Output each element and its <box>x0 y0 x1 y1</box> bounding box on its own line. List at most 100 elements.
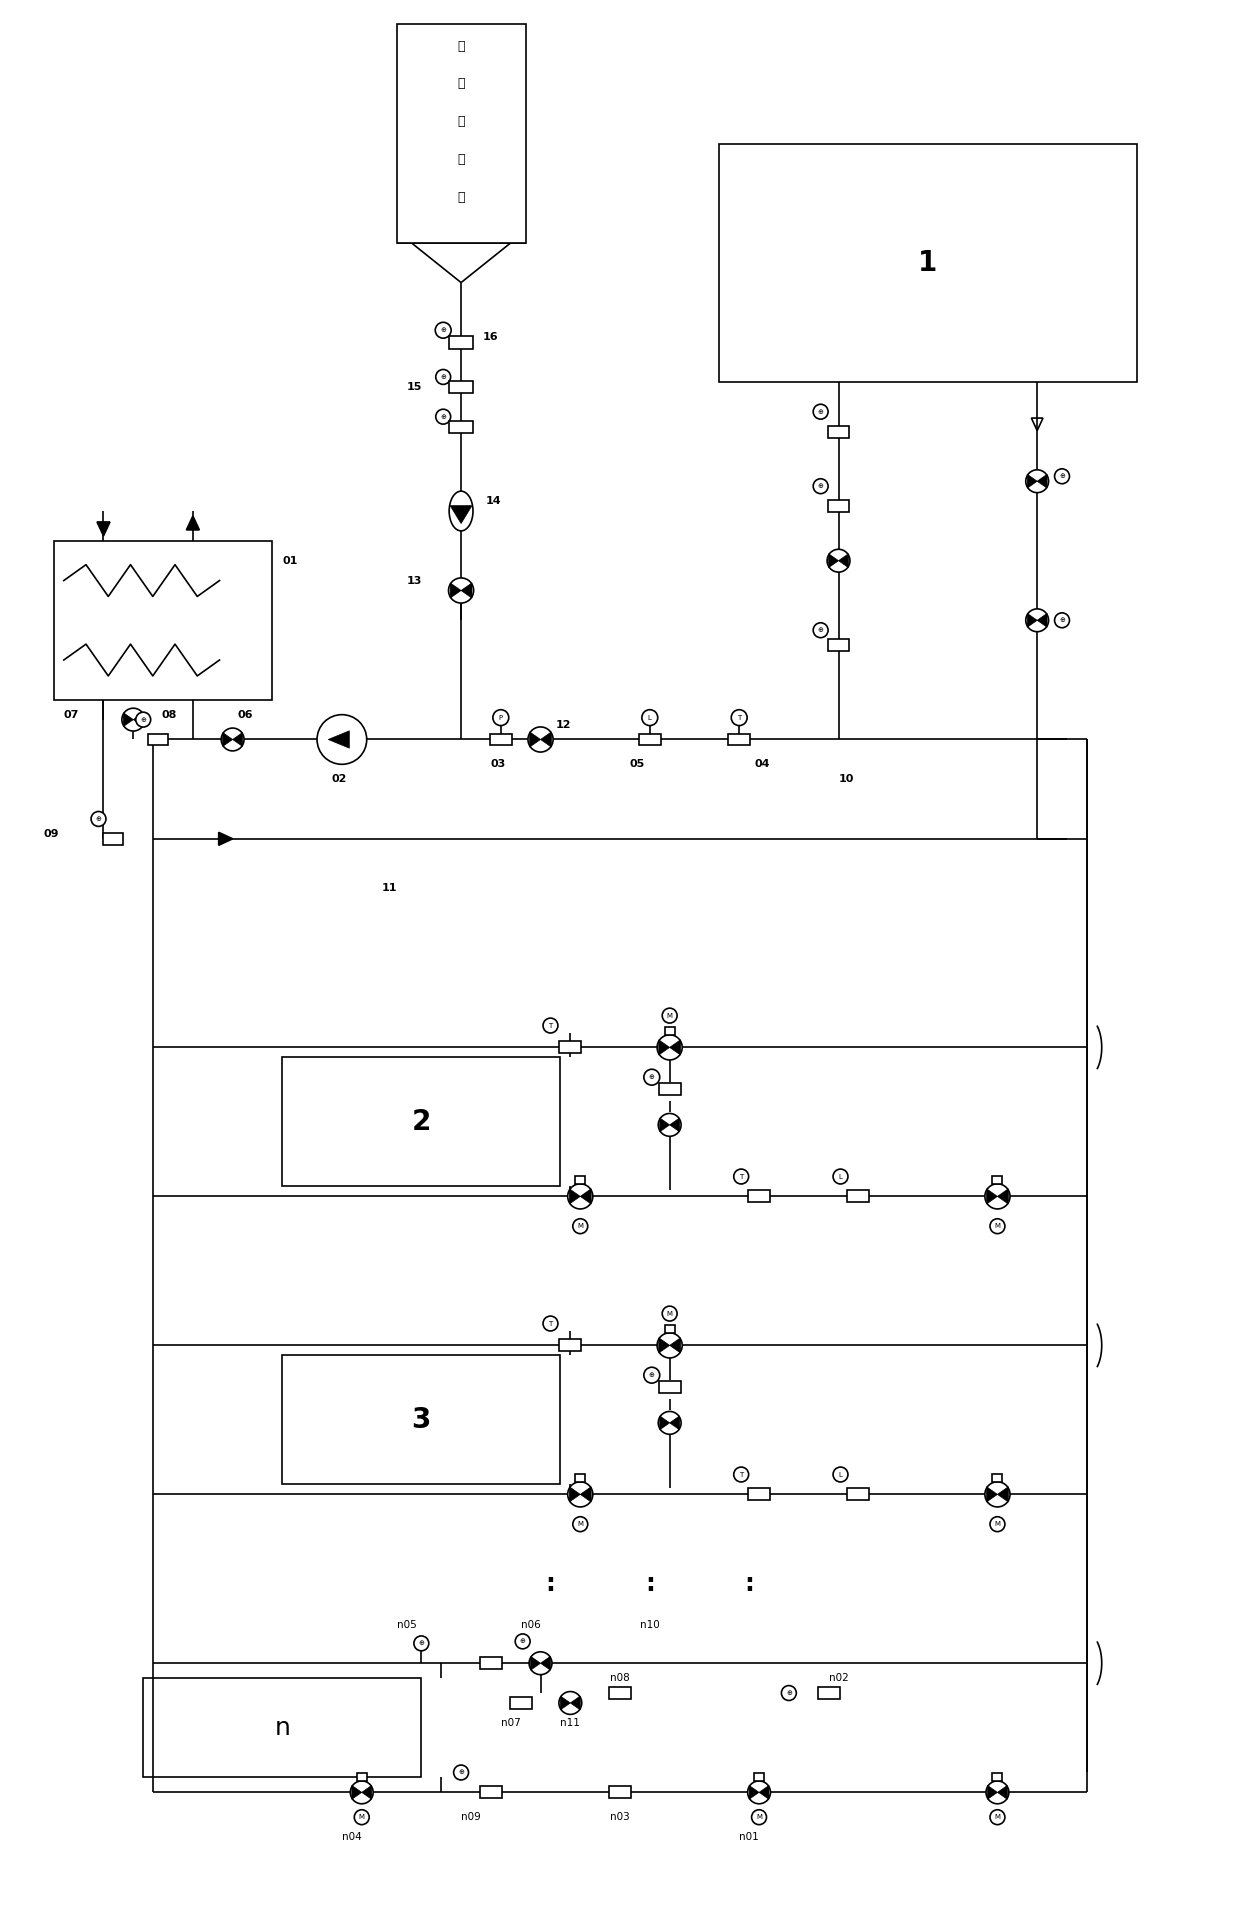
Polygon shape <box>749 1786 759 1799</box>
Circle shape <box>543 1018 558 1034</box>
Polygon shape <box>461 583 472 598</box>
Text: ⊕: ⊕ <box>95 815 102 823</box>
Circle shape <box>1025 608 1049 631</box>
Bar <box>847 1488 869 1500</box>
Bar <box>480 1657 502 1669</box>
Circle shape <box>528 727 553 752</box>
Circle shape <box>435 409 450 424</box>
Bar <box>639 733 661 746</box>
Circle shape <box>734 1467 749 1483</box>
Circle shape <box>492 710 508 725</box>
Circle shape <box>990 1218 1004 1233</box>
Polygon shape <box>541 1657 551 1671</box>
Bar <box>559 1041 582 1053</box>
Text: 15: 15 <box>407 382 422 391</box>
Bar <box>449 382 474 393</box>
Text: ⊕: ⊕ <box>1059 474 1065 480</box>
Polygon shape <box>570 1696 580 1711</box>
Text: 01: 01 <box>283 556 298 566</box>
Text: n01: n01 <box>739 1832 759 1841</box>
Polygon shape <box>560 1696 570 1711</box>
Text: n02: n02 <box>828 1672 848 1684</box>
Bar <box>992 1772 1002 1782</box>
Bar <box>53 541 273 700</box>
Polygon shape <box>670 1337 681 1352</box>
Circle shape <box>751 1811 766 1824</box>
Bar <box>559 1339 582 1352</box>
Circle shape <box>657 1036 682 1061</box>
Text: P: P <box>498 715 503 721</box>
Circle shape <box>658 1114 681 1135</box>
Circle shape <box>454 1765 469 1780</box>
Polygon shape <box>1027 614 1037 627</box>
Circle shape <box>449 577 474 602</box>
Polygon shape <box>660 1118 670 1132</box>
Bar <box>658 1084 681 1095</box>
Circle shape <box>642 710 657 725</box>
Text: 09: 09 <box>43 829 60 838</box>
Polygon shape <box>450 506 472 524</box>
Text: ⊕: ⊕ <box>520 1638 526 1644</box>
Polygon shape <box>569 1189 580 1205</box>
Circle shape <box>1054 614 1069 627</box>
Text: 03: 03 <box>491 760 506 769</box>
Bar <box>665 1026 675 1036</box>
Text: 14: 14 <box>486 497 501 506</box>
Text: M: M <box>994 1814 1001 1820</box>
Text: L: L <box>647 715 652 721</box>
Polygon shape <box>670 1118 680 1132</box>
Polygon shape <box>987 1486 997 1502</box>
Polygon shape <box>569 1486 580 1502</box>
Text: L: L <box>838 1174 842 1180</box>
Text: ⊕: ⊕ <box>817 483 823 489</box>
Text: T: T <box>737 715 742 721</box>
Text: 3: 3 <box>412 1406 432 1435</box>
Polygon shape <box>670 1040 681 1055</box>
Circle shape <box>813 623 828 637</box>
Circle shape <box>122 708 145 731</box>
Text: 07: 07 <box>63 710 79 719</box>
Bar <box>827 639 849 650</box>
Circle shape <box>435 322 451 338</box>
Polygon shape <box>658 1337 670 1352</box>
Text: :: : <box>645 1571 655 1596</box>
Bar <box>449 336 474 349</box>
Text: 源: 源 <box>458 190 465 203</box>
Text: 04: 04 <box>754 760 770 769</box>
Circle shape <box>781 1686 796 1701</box>
Text: ⊕: ⊕ <box>458 1770 464 1776</box>
Polygon shape <box>450 583 461 598</box>
Text: L: L <box>838 1471 842 1477</box>
Polygon shape <box>580 1189 591 1205</box>
Circle shape <box>657 1333 682 1358</box>
Circle shape <box>568 1483 593 1508</box>
Circle shape <box>644 1068 660 1086</box>
Bar <box>992 1473 1002 1483</box>
Circle shape <box>985 1183 1011 1208</box>
Circle shape <box>748 1782 770 1803</box>
Text: T: T <box>739 1471 743 1477</box>
Circle shape <box>573 1218 588 1233</box>
Bar <box>480 1786 502 1799</box>
Polygon shape <box>828 554 838 568</box>
Circle shape <box>990 1517 1004 1532</box>
Text: n10: n10 <box>640 1621 660 1630</box>
Text: 热: 热 <box>458 40 465 52</box>
Polygon shape <box>1027 474 1037 489</box>
Bar <box>817 1688 839 1699</box>
Circle shape <box>351 1782 373 1803</box>
Text: 08: 08 <box>161 710 176 719</box>
Bar <box>144 1678 422 1778</box>
Text: n08: n08 <box>610 1672 630 1684</box>
Polygon shape <box>133 713 144 727</box>
Bar <box>449 420 474 433</box>
Text: ⊕: ⊕ <box>817 409 823 414</box>
Circle shape <box>568 1183 593 1208</box>
Text: ⊕: ⊕ <box>140 717 146 723</box>
Bar <box>575 1473 585 1483</box>
Text: 11: 11 <box>382 884 397 894</box>
Circle shape <box>985 1483 1011 1508</box>
Circle shape <box>990 1811 1004 1824</box>
Polygon shape <box>660 1415 670 1429</box>
Circle shape <box>1025 470 1049 493</box>
